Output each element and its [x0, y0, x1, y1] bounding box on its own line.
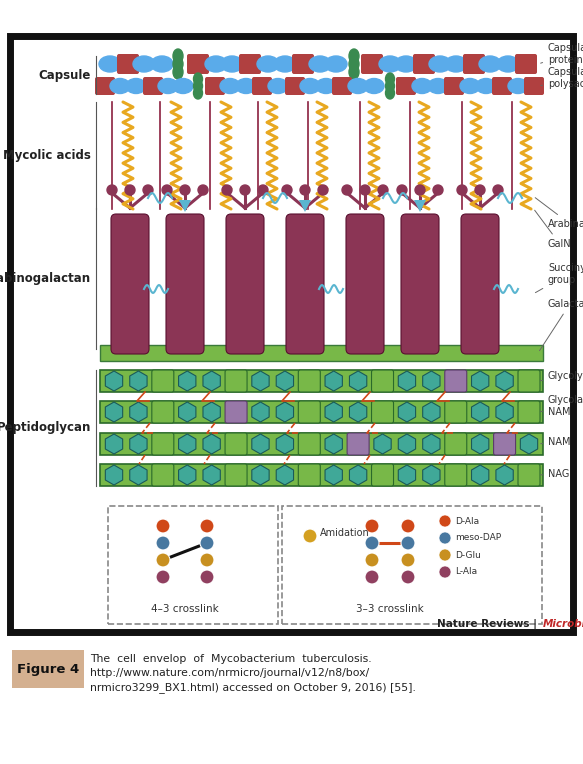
Polygon shape	[203, 465, 220, 485]
Bar	[100, 433, 543, 455]
FancyBboxPatch shape	[298, 464, 320, 486]
Ellipse shape	[395, 56, 417, 72]
FancyBboxPatch shape	[413, 54, 435, 74]
Polygon shape	[178, 402, 196, 422]
Polygon shape	[521, 434, 538, 454]
FancyBboxPatch shape	[518, 370, 540, 392]
Polygon shape	[349, 402, 367, 422]
Ellipse shape	[220, 79, 240, 93]
Ellipse shape	[428, 79, 448, 93]
Ellipse shape	[309, 56, 331, 72]
FancyBboxPatch shape	[346, 214, 384, 354]
FancyBboxPatch shape	[286, 214, 324, 354]
FancyBboxPatch shape	[461, 214, 499, 354]
FancyBboxPatch shape	[285, 77, 305, 95]
Ellipse shape	[508, 79, 528, 93]
Text: Figure 4: Figure 4	[17, 662, 79, 675]
Ellipse shape	[300, 79, 320, 93]
Circle shape	[222, 185, 232, 195]
Circle shape	[143, 185, 153, 195]
Polygon shape	[496, 402, 513, 422]
Polygon shape	[398, 371, 416, 391]
Circle shape	[401, 536, 415, 550]
FancyBboxPatch shape	[494, 433, 515, 455]
Circle shape	[240, 185, 250, 195]
Ellipse shape	[99, 56, 121, 72]
Ellipse shape	[158, 79, 178, 93]
FancyBboxPatch shape	[143, 77, 163, 95]
Ellipse shape	[257, 56, 279, 72]
FancyBboxPatch shape	[225, 464, 247, 486]
Circle shape	[258, 185, 268, 195]
Polygon shape	[325, 371, 342, 391]
Ellipse shape	[412, 79, 432, 93]
Polygon shape	[414, 200, 426, 212]
Circle shape	[180, 185, 190, 195]
FancyBboxPatch shape	[518, 464, 540, 486]
FancyBboxPatch shape	[12, 650, 84, 688]
Polygon shape	[130, 465, 147, 485]
FancyBboxPatch shape	[152, 401, 174, 423]
Circle shape	[378, 185, 388, 195]
Polygon shape	[252, 465, 269, 485]
Ellipse shape	[385, 73, 395, 85]
Circle shape	[200, 536, 214, 550]
Ellipse shape	[173, 65, 183, 79]
FancyBboxPatch shape	[95, 77, 115, 95]
Text: Capsular
protein: Capsular protein	[540, 44, 583, 65]
Ellipse shape	[221, 56, 243, 72]
Circle shape	[303, 529, 317, 543]
Polygon shape	[130, 402, 147, 422]
Bar	[100, 370, 543, 392]
Circle shape	[439, 532, 451, 544]
Circle shape	[156, 570, 170, 584]
Text: meso-DAP: meso-DAP	[455, 533, 501, 542]
FancyBboxPatch shape	[298, 401, 320, 423]
Polygon shape	[423, 402, 440, 422]
Polygon shape	[325, 402, 342, 422]
Polygon shape	[423, 465, 440, 485]
Polygon shape	[472, 465, 489, 485]
FancyBboxPatch shape	[298, 433, 320, 455]
Circle shape	[200, 553, 214, 567]
FancyBboxPatch shape	[166, 214, 204, 354]
Ellipse shape	[110, 79, 130, 93]
Circle shape	[365, 553, 379, 567]
Polygon shape	[496, 465, 513, 485]
Text: nrmicro3299_BX1.html) accessed on October 9, 2016) [55].: nrmicro3299_BX1.html) accessed on Octobe…	[90, 682, 416, 693]
Text: Glycolylation: Glycolylation	[541, 371, 583, 381]
Text: Microbiology: Microbiology	[543, 619, 583, 629]
Ellipse shape	[385, 87, 395, 99]
Circle shape	[156, 536, 170, 550]
FancyBboxPatch shape	[444, 77, 464, 95]
FancyBboxPatch shape	[445, 401, 467, 423]
Ellipse shape	[274, 56, 296, 72]
Ellipse shape	[364, 79, 384, 93]
Text: Nature Reviews |: Nature Reviews |	[437, 619, 541, 630]
FancyBboxPatch shape	[292, 54, 314, 74]
Polygon shape	[349, 465, 367, 485]
Polygon shape	[472, 371, 489, 391]
Text: D-Ala: D-Ala	[455, 516, 479, 526]
FancyBboxPatch shape	[371, 464, 394, 486]
FancyBboxPatch shape	[117, 54, 139, 74]
Bar	[100, 345, 543, 361]
FancyBboxPatch shape	[371, 401, 394, 423]
Text: 4–3 crosslink: 4–3 crosslink	[151, 604, 219, 614]
FancyBboxPatch shape	[225, 433, 247, 455]
FancyBboxPatch shape	[347, 433, 369, 455]
Polygon shape	[349, 371, 367, 391]
Circle shape	[475, 185, 485, 195]
Polygon shape	[203, 402, 220, 422]
Ellipse shape	[348, 79, 368, 93]
Polygon shape	[179, 200, 191, 212]
Circle shape	[198, 185, 208, 195]
Polygon shape	[276, 402, 294, 422]
Text: Succinyl
group: Succinyl group	[535, 264, 583, 293]
Text: Galactan: Galactan	[539, 299, 583, 351]
Circle shape	[342, 185, 352, 195]
Circle shape	[439, 549, 451, 561]
Polygon shape	[106, 434, 122, 454]
Circle shape	[365, 519, 379, 533]
